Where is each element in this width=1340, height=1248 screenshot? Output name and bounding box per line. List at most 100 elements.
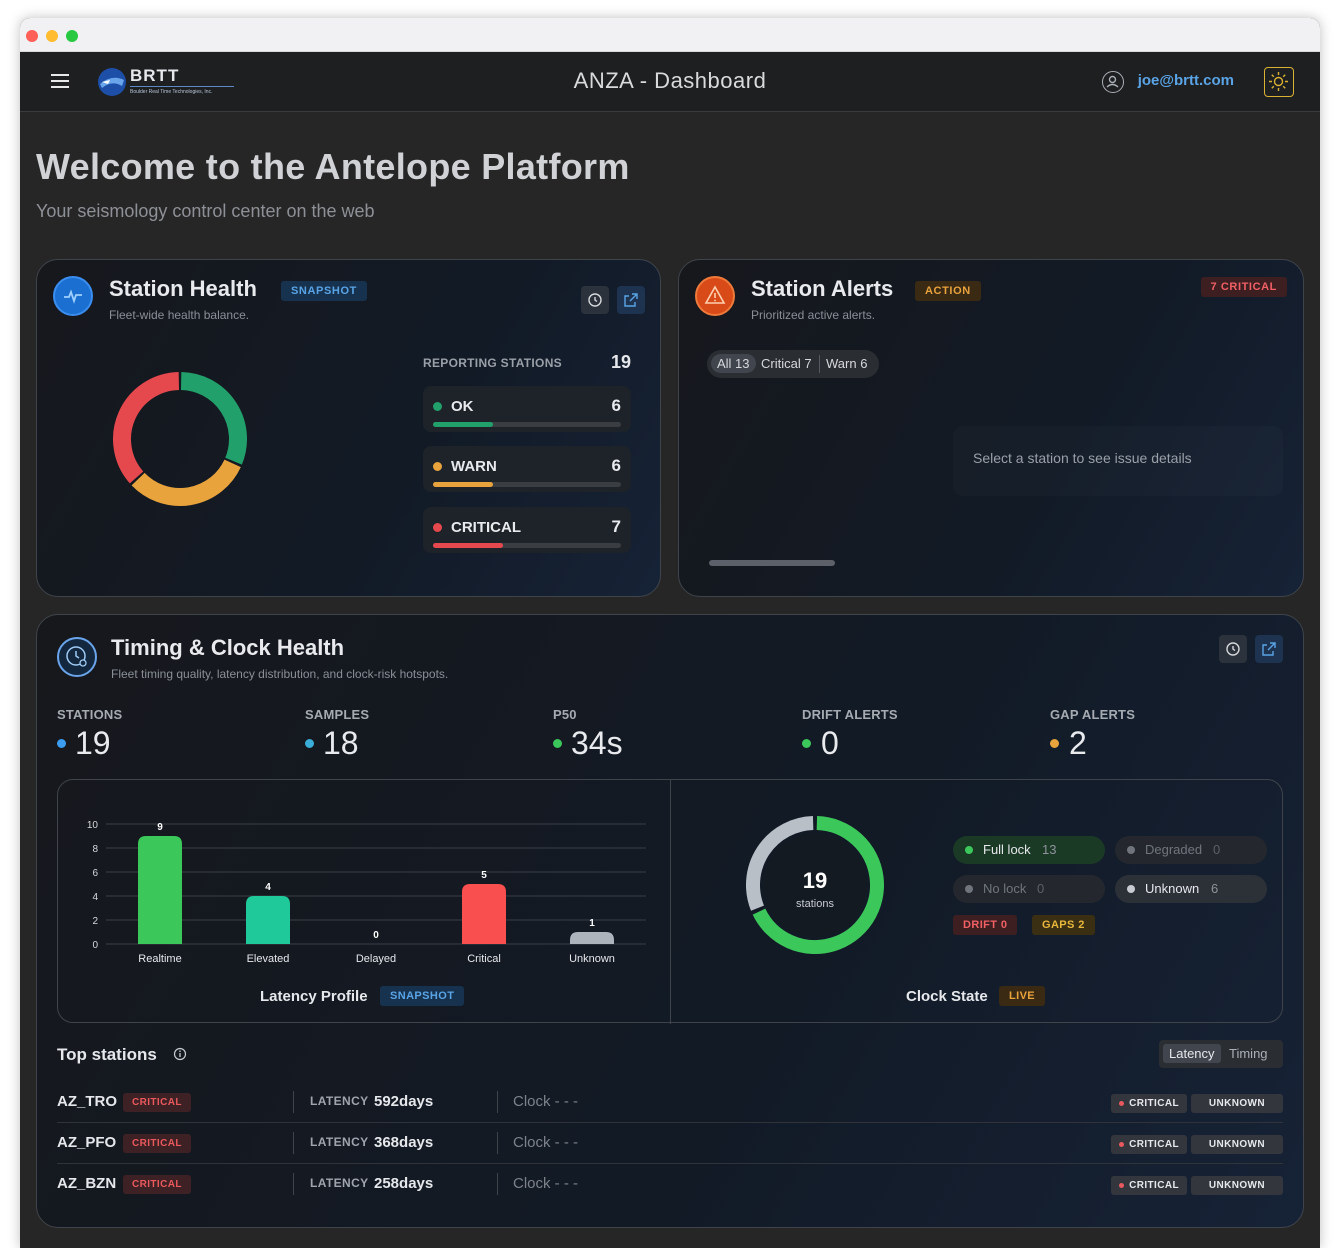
kpi-drift-label: DRIFT ALERTS <box>802 707 898 722</box>
x-tick-label: Unknown <box>569 953 615 965</box>
station-status-badge: CRITICAL <box>123 1093 191 1112</box>
column-divider <box>293 1091 294 1113</box>
snapshot-badge: SNAPSHOT <box>281 281 367 301</box>
tab-warn[interactable]: Warn 6 <box>826 356 868 371</box>
station-name: AZ_PFO <box>57 1134 117 1151</box>
bar-value-label: 0 <box>373 930 379 941</box>
top-station-row[interactable]: AZ_BZN CRITICAL LATENCY 258days Clock - … <box>57 1165 1283 1205</box>
x-tick-label: Delayed <box>356 953 396 965</box>
tab-all[interactable]: All 13 <box>711 354 756 373</box>
toggle-timing[interactable]: Timing <box>1229 1046 1268 1061</box>
close-window-button[interactable] <box>26 30 38 42</box>
station-alerts-title: Station Alerts <box>751 276 894 301</box>
timing-subtitle: Fleet timing quality, latency distributi… <box>111 667 449 681</box>
logo-text: BRTT <box>130 66 180 85</box>
legend-unknown[interactable]: Unknown 6 <box>1115 875 1267 903</box>
legend-full-lock[interactable]: Full lock 13 <box>953 836 1105 864</box>
kpi-drift-value: 0 <box>821 725 839 761</box>
toggle-latency[interactable]: Latency <box>1163 1044 1221 1063</box>
info-icon[interactable] <box>173 1047 187 1066</box>
health-row-warn[interactable]: WARN 6 <box>423 446 631 492</box>
history-button[interactable] <box>581 286 609 314</box>
legend-no-lock[interactable]: No lock 0 <box>953 875 1105 903</box>
kpi-samples-label: SAMPLES <box>305 707 370 722</box>
external-link-icon <box>624 293 638 307</box>
station-health-title: Station Health <box>109 276 257 301</box>
theme-toggle-button[interactable] <box>1264 67 1294 97</box>
health-row-critical[interactable]: CRITICAL 7 <box>423 507 631 553</box>
legend-dot <box>1127 885 1135 893</box>
health-row-label: OK <box>451 398 474 415</box>
unknown-badge: UNKNOWN <box>1190 1094 1283 1113</box>
top-stations-title: Top stations <box>57 1045 157 1064</box>
kpi-gap-dot <box>1050 739 1059 748</box>
clock-slice-full-lock[interactable] <box>752 816 884 954</box>
clock-state-donut <box>746 816 884 954</box>
history-button[interactable] <box>1219 635 1247 663</box>
open-external-button[interactable] <box>1255 635 1283 663</box>
bar-value-label: 4 <box>265 882 271 893</box>
y-tick-label: 2 <box>92 916 98 927</box>
x-tick-label: Critical <box>467 953 501 965</box>
drift-tag: DRIFT 0 <box>953 915 1018 935</box>
station-name: AZ_TRO <box>57 1093 117 1110</box>
clock-value: Clock - - - <box>513 1175 578 1192</box>
app-header: BRTT Boulder Real Time Technologies, Inc… <box>20 52 1320 112</box>
user-email-link[interactable]: joe@brtt.com <box>1137 72 1234 89</box>
app-title: ANZA - Dashboard <box>573 68 767 93</box>
station-health-card: Station Health SNAPSHOT Fleet-wide healt… <box>36 259 661 597</box>
station-name: AZ_BZN <box>57 1175 117 1192</box>
clock-slice-unknown[interactable] <box>746 816 814 911</box>
action-badge: ACTION <box>915 281 981 301</box>
station-alerts-card: Station Alerts ACTION Prioritized active… <box>678 259 1304 597</box>
warning-icon <box>695 276 735 316</box>
kpi-p50-value: 34s <box>571 725 623 761</box>
minimize-window-button[interactable] <box>46 30 58 42</box>
health-row-ok[interactable]: OK 6 <box>423 386 631 432</box>
critical-badge-label: CRITICAL <box>1129 1180 1179 1191</box>
legend-count: 0 <box>1213 842 1221 857</box>
column-divider <box>497 1132 498 1154</box>
legend-label: Unknown <box>1145 881 1200 896</box>
health-row-count: 6 <box>611 456 621 475</box>
maximize-window-button[interactable] <box>66 30 78 42</box>
tab-critical[interactable]: Critical 7 <box>761 356 812 371</box>
reporting-stations-count: 19 <box>610 352 631 372</box>
health-row-label: CRITICAL <box>451 519 521 536</box>
health-donut-chart <box>113 372 247 506</box>
donut-slice-warn[interactable] <box>131 459 241 506</box>
health-row-fill <box>433 482 494 487</box>
bar-unknown[interactable] <box>570 932 614 944</box>
list-scrollbar[interactable] <box>709 560 835 566</box>
latency-profile-title: Latency Profile <box>260 988 368 1005</box>
y-tick-label: 0 <box>92 940 98 951</box>
top-station-row[interactable]: AZ_PFO CRITICAL LATENCY 368days Clock - … <box>57 1124 1283 1164</box>
legend-dot <box>965 885 973 893</box>
kpi-gap-value: 2 <box>1069 725 1087 761</box>
clock-icon <box>1226 642 1240 656</box>
bar-elevated[interactable] <box>246 896 290 944</box>
user-icon[interactable] <box>1102 71 1124 93</box>
brtt-logo[interactable]: BRTT Boulder Real Time Technologies, Inc… <box>96 64 236 100</box>
status-dot <box>433 402 442 411</box>
timing-clock-card: Timing & Clock Health Fleet timing quali… <box>36 614 1304 1228</box>
y-tick-label: 6 <box>92 868 98 879</box>
station-alerts-subtitle: Prioritized active alerts. <box>751 308 876 322</box>
live-badge: LIVE <box>999 986 1046 1006</box>
status-dot <box>433 462 442 471</box>
kpi-p50-label: P50 <box>553 707 577 722</box>
y-tick-label: 4 <box>92 892 98 903</box>
donut-slice-ok[interactable] <box>180 372 247 465</box>
bar-critical[interactable] <box>462 884 506 944</box>
donut-slice-critical[interactable] <box>113 372 180 484</box>
timing-charts-panel: 0 2 4 6 8 10 9 Realtime 4 Elevated 0 Delayed 5 Critic… <box>57 779 1283 1024</box>
open-external-button[interactable] <box>617 286 645 314</box>
x-tick-label: Realtime <box>138 953 181 965</box>
bar-realtime[interactable] <box>138 836 182 944</box>
menu-icon[interactable] <box>51 74 69 88</box>
health-row-count: 6 <box>611 396 621 415</box>
legend-degraded[interactable]: Degraded 0 <box>1115 836 1267 864</box>
alert-filter-tabs: All 13 Critical 7 Warn 6 <box>707 350 879 378</box>
pulse-icon <box>53 276 93 316</box>
top-station-row[interactable]: AZ_TRO CRITICAL LATENCY 592days Clock - … <box>57 1083 1283 1123</box>
